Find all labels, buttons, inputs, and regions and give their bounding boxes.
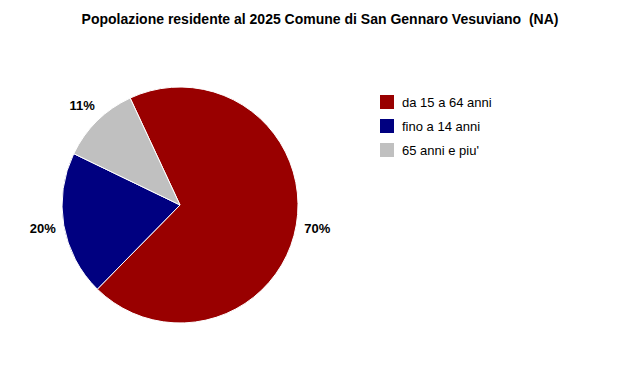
legend-swatch (380, 95, 394, 109)
legend-item: da 15 a 64 anni (380, 95, 492, 110)
data-label: 70% (304, 221, 330, 236)
legend-item: 65 anni e piu' (380, 143, 479, 158)
data-labels: 70% 20% 11% (30, 98, 331, 236)
data-label: 20% (30, 221, 56, 236)
legend: da 15 a 64 anni fino a 14 anni 65 anni e p… (380, 95, 492, 158)
chart: Popolazione residente al 2025 Comune di … (0, 0, 640, 370)
title: Popolazione residente al 2025 Comune di … (82, 11, 559, 27)
data-label: 11% (70, 98, 96, 113)
legend-label: da 15 a 64 anni (402, 95, 492, 110)
pie-slice (74, 98, 180, 205)
legend-item: fino a 14 anni (380, 119, 480, 134)
legend-swatch (380, 143, 394, 157)
legend-label: fino a 14 anni (402, 119, 480, 134)
pie (62, 87, 298, 323)
legend-label: 65 anni e piu' (402, 143, 479, 158)
legend-swatch (380, 119, 394, 133)
